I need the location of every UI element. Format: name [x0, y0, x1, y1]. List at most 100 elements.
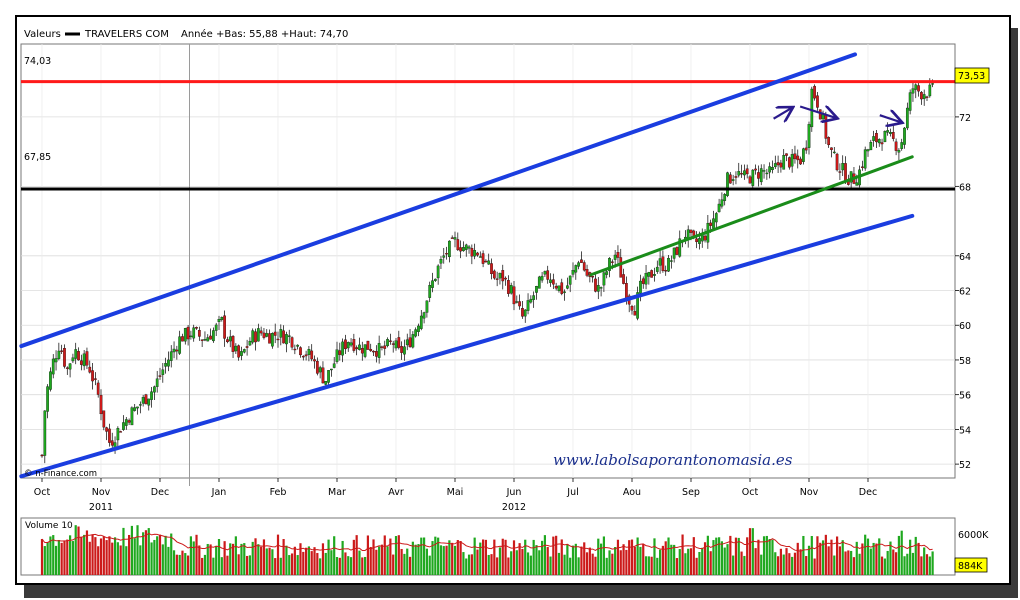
candle-body [448, 240, 451, 258]
candle-body [439, 259, 443, 264]
volume-bar [644, 556, 648, 575]
volume-bar [869, 548, 872, 575]
candle-body [459, 247, 462, 252]
candle-body [203, 339, 207, 341]
candle-body [248, 340, 252, 346]
volume-bar [560, 539, 563, 575]
volume-bar [689, 548, 693, 575]
volume-bar [883, 558, 886, 575]
candle-body [672, 247, 676, 259]
volume-bar [403, 553, 406, 575]
volume-bar [324, 552, 327, 575]
volume-bar [212, 557, 215, 575]
volume-bar [175, 554, 178, 575]
volume-bar [307, 546, 311, 575]
y-tick-label: 52 [959, 460, 971, 471]
annotation-arrow [773, 108, 792, 118]
volume-bar [68, 535, 72, 575]
upper-channel-line [19, 52, 858, 349]
candle-body [293, 348, 297, 351]
candle-body [773, 163, 777, 168]
candle-body [920, 92, 923, 100]
volume-bar [74, 525, 77, 575]
volume-bar [549, 556, 552, 575]
candle-body [802, 148, 805, 162]
candle-body [341, 341, 344, 356]
volume-bar [661, 545, 665, 575]
candle-body [169, 351, 173, 361]
candle-body [54, 358, 58, 363]
volume-bar [796, 542, 799, 575]
candle-body [57, 350, 61, 359]
candle-body [234, 345, 238, 352]
candle-body [591, 276, 595, 278]
volume-bar [611, 553, 614, 575]
candle-body [807, 124, 811, 148]
volume-bar [170, 533, 173, 575]
volume-bar [94, 537, 97, 575]
candle-body [596, 285, 600, 292]
volume-bar [83, 534, 86, 575]
volume-bar [639, 546, 642, 575]
candle-body [346, 342, 350, 349]
volume-bar [352, 539, 355, 575]
candle-body [647, 272, 651, 277]
volume-bar [878, 538, 881, 575]
candle-body [765, 172, 769, 175]
volume-bar [512, 540, 516, 575]
candle-body [245, 346, 249, 348]
volume-bar [380, 544, 384, 575]
candle-body [43, 410, 47, 456]
volume-bar [341, 540, 344, 575]
candle-body [389, 340, 392, 342]
volume-bar [557, 552, 561, 575]
candle-body [296, 344, 300, 347]
volume-bar [782, 554, 785, 575]
candle-body [445, 253, 448, 255]
candle-body [703, 235, 707, 241]
candle-body [509, 285, 513, 294]
volume-bar [571, 545, 575, 575]
volume-bar [375, 549, 378, 575]
volume-bar [717, 537, 721, 575]
volume-bar [821, 540, 825, 575]
volume-bar [77, 526, 80, 575]
volume-bar [201, 557, 204, 575]
volume-bar [599, 543, 603, 575]
candle-body [813, 85, 816, 99]
volume-bar [97, 546, 100, 575]
support-label: 67,85 [24, 152, 51, 163]
candle-body [903, 127, 906, 145]
volume-bar [310, 551, 313, 575]
volume-bar [425, 548, 429, 575]
candle-body [290, 337, 294, 348]
candle-body [521, 308, 524, 317]
volume-bar [448, 540, 451, 575]
candle-body [40, 454, 44, 457]
candle-body [144, 394, 148, 405]
candle-body [77, 351, 80, 361]
candle-body [164, 363, 167, 367]
candle-body [391, 343, 395, 345]
candle-body [599, 287, 603, 289]
candle-body [189, 335, 193, 338]
candle-body [108, 428, 111, 443]
candle-body [875, 133, 878, 143]
candle-body [785, 153, 788, 156]
volume-bar [338, 557, 341, 575]
volume-bar [142, 532, 145, 575]
volume-bar [392, 554, 395, 575]
volume-last-label: 884K [958, 561, 983, 572]
volume-bar [116, 542, 119, 575]
candle-body [554, 285, 558, 289]
candle-body [307, 349, 311, 355]
volume-bar [880, 556, 884, 575]
volume-bar [720, 541, 724, 575]
volume-bar [532, 539, 535, 575]
candle-body [212, 330, 215, 342]
volume-bar [861, 543, 864, 575]
candle-body [349, 342, 353, 346]
volume-bar [66, 539, 69, 575]
candle-body [453, 237, 457, 240]
candle-body [431, 280, 434, 288]
